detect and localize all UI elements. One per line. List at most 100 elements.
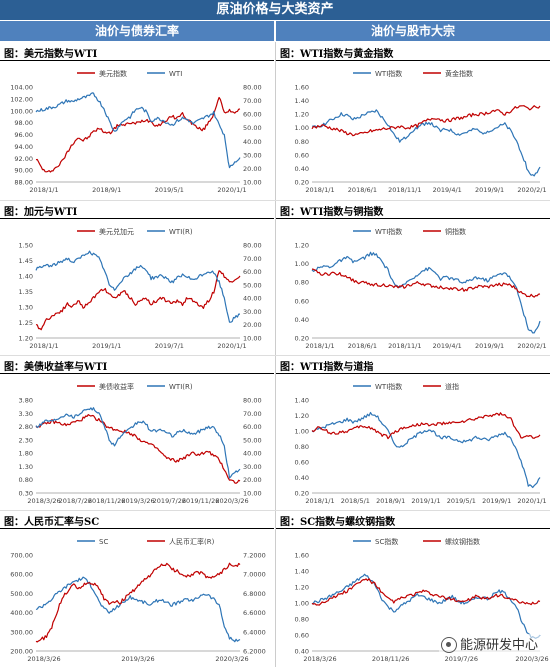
y-left-tick-label: 90.00 (14, 167, 33, 175)
x-tick-label: 2019/9/1 (475, 342, 504, 350)
legend-label: WTI指数 (375, 69, 402, 78)
y-right-tick-label: 60.00 (243, 111, 262, 119)
y-right-tick-label: 70.00 (243, 97, 262, 105)
x-tick-label: 2018/1/1 (305, 342, 334, 350)
chart-panel-c2: 图：WTI指数与黄金指数 WTI指数 黄金指数 1.60 1.40 1.20 1.00 0.8… (276, 43, 550, 198)
chart-title: 图：WTI指数与黄金指数 (280, 49, 394, 60)
chart-title: 图：美债收益率与WTI (4, 362, 108, 373)
x-tick-label: 2020/3/26 (215, 655, 248, 663)
column-divider (275, 42, 276, 667)
y-left-tick-label: 1.00 (295, 600, 309, 608)
y-right-tick-label: 10.00 (243, 179, 262, 187)
y-left-tick-label: 1.20 (295, 412, 309, 420)
y-left-tick-label: 1.20 (19, 335, 33, 343)
y-left-tick-label: 200.00 (10, 648, 33, 656)
y-left-tick-label: 0.30 (19, 490, 33, 498)
y-left-tick-label: 3.80 (19, 397, 33, 405)
y-left-tick-label: 96.00 (14, 131, 33, 139)
series-line (311, 411, 541, 489)
y-right-tick-label: 30.00 (243, 308, 262, 316)
legend-label: WTI (169, 70, 182, 78)
series-line (311, 109, 541, 177)
y-left-tick-label: 0.80 (295, 279, 309, 287)
y-left-tick-label: 3.30 (19, 410, 33, 418)
y-left-tick-label: 0.80 (295, 138, 309, 146)
chart-panel-c3: 图：加元与WTI 美元兑加元 WTI(R) 1.50 1.45 1.40 1.35 1.30 1… (0, 201, 274, 354)
x-tick-label: 2020/1/1 (217, 186, 246, 194)
x-tick-label: 2018/6/1 (348, 186, 377, 194)
y-left-tick-label: 0.60 (295, 297, 309, 305)
y-left-tick-label: 0.40 (295, 165, 309, 173)
y-left-tick-label: 88.00 (14, 179, 33, 187)
series-line (35, 413, 241, 484)
chart-svg: SC指数 螺纹钢指数1.601.401.201.000.800.600.40201… (295, 537, 549, 663)
x-tick-label: 2019/4/1 (433, 342, 462, 350)
title-rule (276, 60, 550, 61)
y-left-tick-label: 1.45 (19, 257, 33, 265)
y-right-tick-label: 50.00 (243, 281, 262, 289)
y-left-tick-label: 1.60 (295, 552, 309, 560)
y-left-tick-label: 0.20 (295, 490, 309, 498)
legend-label: 螺纹钢指数 (445, 537, 480, 546)
legend-label: SC指数 (375, 537, 398, 546)
series-line (311, 251, 541, 334)
x-tick-label: 2019/5/1 (155, 186, 184, 194)
y-left-tick-label: 94.00 (14, 143, 33, 151)
series-line (311, 578, 541, 606)
title-rule (0, 373, 274, 374)
y-left-tick-label: 0.80 (295, 616, 309, 624)
x-tick-label: 2020/2/1 (517, 342, 546, 350)
y-left-tick-label: 0.60 (295, 459, 309, 467)
legend-label: 美元指数 (99, 69, 127, 78)
y-right-tick-label: 40.00 (243, 450, 262, 458)
chart-svg: WTI指数 道指1.401.201.000.800.600.400.202018/… (295, 382, 547, 505)
x-tick-label: 2018/3/26 (27, 655, 60, 663)
chart-title: 图：WTI指数与铜指数 (280, 207, 384, 218)
x-tick-label: 2018/9/1 (376, 497, 405, 505)
row-divider (0, 200, 550, 201)
legend-label: WTI指数 (375, 382, 402, 391)
y-right-tick-label: 6.6000 (243, 609, 266, 617)
chart-panel-c7: 图：人民币汇率与SC SC 人民币汇率(R) 700.00 600.00 500.00 40… (0, 511, 274, 667)
legend-label: 人民币汇率(R) (169, 537, 215, 546)
y-left-tick-label: 700.00 (10, 552, 33, 560)
legend: SC 人民币汇率(R) (77, 537, 215, 546)
legend: WTI指数 道指 (353, 382, 459, 391)
y-left-tick-label: 0.40 (295, 316, 309, 324)
chart-svg: WTI指数 铜指数 1.20 1.00 0.80 0.60 0.40 0.202018/1/1… (295, 227, 547, 350)
legend: 美元指数 WTI (77, 69, 182, 78)
x-tick-label: 2019/9/1 (482, 497, 511, 505)
x-tick-label: 2018/11/26 (88, 497, 125, 505)
x-tick-label: 2018/1/1 (305, 186, 334, 194)
series-line (311, 105, 541, 137)
title-rule (276, 528, 550, 529)
chart-svg: WTI指数 黄金指数 1.60 1.40 1.20 1.00 0.80 0.60 0.40 0.2… (295, 69, 547, 194)
watermark: 能源研发中心 (438, 633, 540, 653)
y-right-tick-label: 30.00 (243, 463, 262, 471)
series-line (35, 250, 240, 323)
y-left-tick-label: 400.00 (10, 609, 33, 617)
x-tick-label: 2019/7/1 (155, 342, 184, 350)
y-left-tick-label: 500.00 (10, 590, 33, 598)
y-right-tick-label: 60.00 (243, 268, 262, 276)
y-left-tick-label: 0.80 (295, 443, 309, 451)
x-tick-label: 2018/3/26 (303, 655, 336, 663)
y-left-tick-label: 1.20 (295, 242, 309, 250)
y-right-tick-label: 50.00 (243, 436, 262, 444)
series-line (35, 407, 241, 479)
y-right-tick-label: 80.00 (243, 242, 262, 250)
legend-label: SC (99, 538, 108, 546)
y-right-tick-label: 70.00 (243, 410, 262, 418)
y-right-tick-label: 6.4000 (243, 628, 266, 636)
y-right-tick-label: 30.00 (243, 151, 262, 159)
y-left-tick-label: 1.30 (19, 304, 33, 312)
x-tick-label: 2018/11/1 (388, 342, 421, 350)
x-tick-label: 2018/11/1 (388, 186, 421, 194)
y-right-tick-label: 20.00 (243, 476, 262, 484)
title-rule (276, 218, 550, 219)
y-right-tick-label: 20.00 (243, 321, 262, 329)
y-right-tick-label: 10.00 (243, 490, 262, 498)
y-left-tick-label: 1.25 (19, 319, 33, 327)
y-left-tick-label: 102.00 (10, 95, 33, 103)
title-rule (0, 60, 274, 61)
